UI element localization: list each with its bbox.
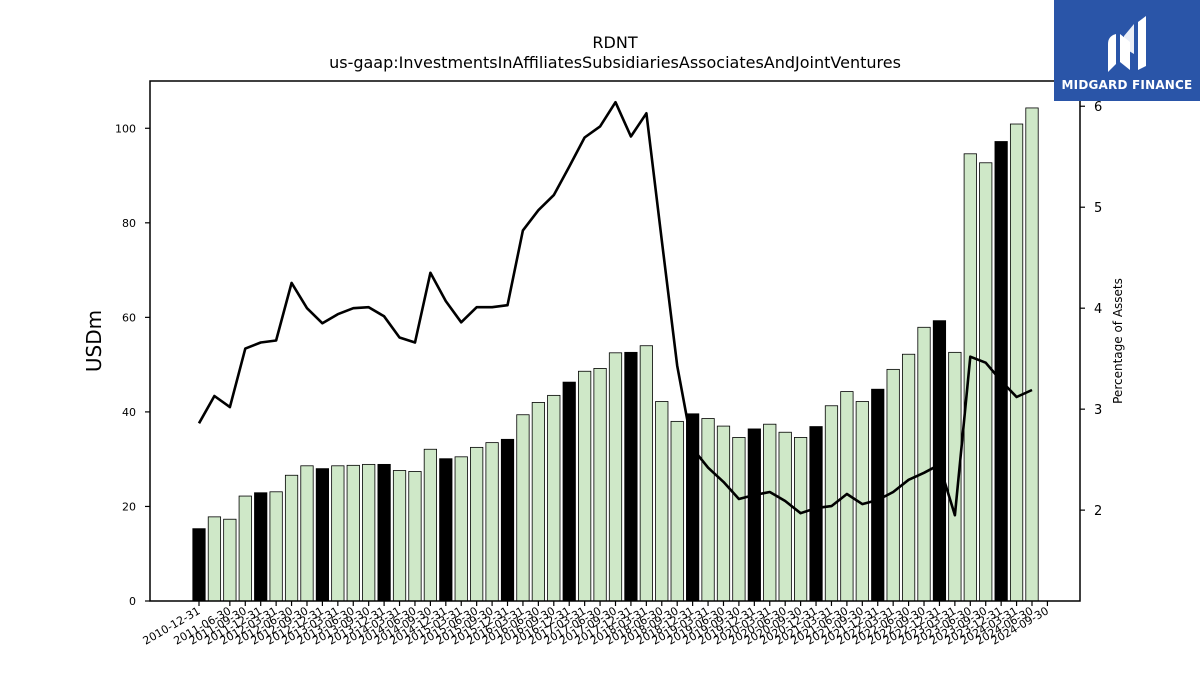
y-axis-label: USDm — [82, 310, 106, 372]
bar-2010-12-31 — [192, 528, 206, 602]
bar-2015-12-31 — [500, 438, 515, 602]
y-tick-label: 0 — [129, 595, 136, 608]
bar-2019-12-31 — [747, 428, 761, 602]
midgard-logo-icon — [1108, 15, 1146, 72]
y2-axis-label: Percentage of Assets — [1111, 278, 1125, 404]
bar-2016-09-30 — [547, 394, 561, 602]
bar-2012-06-30 — [284, 474, 299, 602]
bar-2019-03-31 — [701, 418, 715, 602]
bar-2024-06-30 — [1025, 107, 1039, 602]
x-axis-ticks: 2010-12-312011-06-302011-09-302011-12-31… — [141, 601, 1051, 648]
y-tick-label: 100 — [115, 122, 136, 135]
bar-2015-03-31 — [454, 456, 468, 602]
midgard-finance-logo: MIDGARD FINANCE — [1054, 0, 1200, 101]
bar-series — [192, 107, 1039, 602]
plot-frame — [149, 80, 1081, 602]
y2-tick-label: 6 — [1094, 100, 1102, 115]
percentage-line-series — [197, 100, 1033, 517]
bar-2012-09-30 — [300, 465, 314, 602]
bar-2016-06-30 — [531, 402, 545, 602]
bar-2019-09-30 — [732, 437, 746, 602]
bar-2011-03-31 — [207, 516, 222, 602]
logo-text: MIDGARD FINANCE — [1061, 77, 1193, 92]
bar-2023-06-30 — [963, 153, 977, 602]
bar-2018-06-30 — [655, 401, 669, 602]
y2-tick-label: 2 — [1094, 504, 1102, 519]
y-tick-label: 80 — [122, 217, 136, 230]
bar-2015-06-30 — [470, 446, 484, 602]
y-tick-label: 60 — [122, 311, 136, 324]
bar-2013-06-30 — [346, 464, 360, 602]
bar-2019-06-30 — [716, 425, 731, 602]
bar-2020-03-31 — [763, 423, 777, 602]
bar-2020-06-30 — [778, 431, 792, 602]
bar-2014-06-30 — [408, 471, 422, 602]
bar-2018-03-31 — [639, 345, 653, 602]
bar-2020-12-31 — [809, 426, 823, 602]
y2-tick-label: 5 — [1094, 201, 1102, 216]
bar-2023-09-30 — [979, 162, 993, 602]
bar-2013-03-31 — [331, 465, 345, 602]
y2-tick-label: 3 — [1094, 403, 1102, 418]
y2-tick-label: 4 — [1094, 302, 1102, 317]
bar-2018-09-30 — [670, 420, 684, 602]
bar-2014-03-31 — [392, 470, 407, 602]
bar-2022-09-30 — [917, 326, 931, 602]
bar-2021-12-31 — [871, 388, 885, 602]
bar-2014-12-31 — [439, 458, 453, 602]
bar-2017-12-31 — [624, 351, 638, 602]
y-tick-label: 40 — [122, 406, 136, 419]
bar-2013-09-30 — [362, 463, 376, 602]
left-axis-ticks: 0 20 40 60 80 100 — [115, 122, 150, 608]
bar-2011-06-30 — [223, 518, 237, 602]
bar-2015-09-30 — [485, 442, 499, 602]
bar-2012-12-31 — [315, 468, 330, 602]
bar-2016-03-31 — [516, 414, 530, 602]
bar-2011-09-30 — [238, 495, 252, 602]
bar-2024-03-31 — [1009, 123, 1024, 602]
bar-2022-12-31 — [932, 320, 947, 602]
bar-2012-03-31 — [269, 491, 283, 602]
bar-2017-06-30 — [593, 368, 607, 602]
bar-2023-12-31 — [994, 141, 1008, 602]
bar-2017-03-31 — [578, 370, 592, 602]
percentage-line — [197, 100, 1033, 517]
chart-subtitle: us-gaap:InvestmentsInAffiliatesSubsidiar… — [329, 53, 901, 72]
bar-2011-12-31 — [254, 492, 268, 602]
bar-2014-09-30 — [423, 448, 437, 602]
bar-2020-09-30 — [794, 437, 808, 602]
bar-2013-12-31 — [377, 463, 391, 602]
chart-title: RDNT — [592, 33, 637, 52]
y-tick-label: 20 — [122, 500, 136, 513]
right-axis-ticks: 2 3 4 5 6 — [1080, 100, 1102, 519]
bar-2017-09-30 — [608, 352, 623, 602]
bar-2016-12-31 — [562, 381, 576, 602]
bar-2022-03-31 — [886, 368, 900, 602]
